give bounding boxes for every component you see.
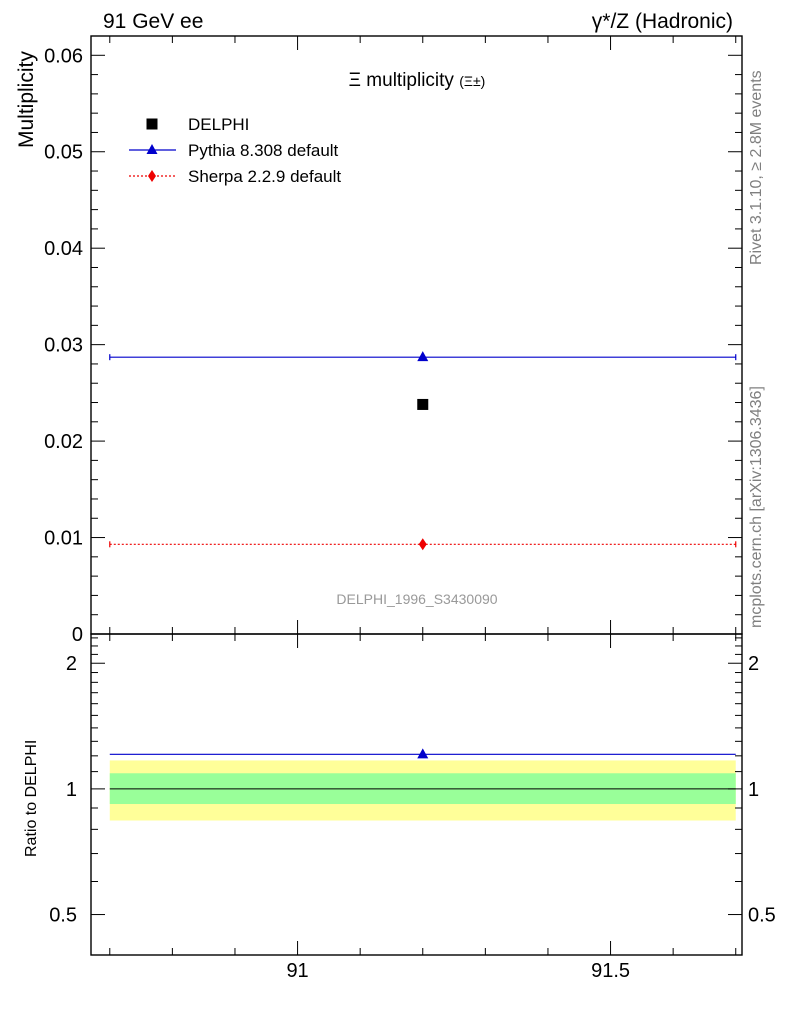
ratio-y-ticks: 0.5 0.5 1 1 2 2	[49, 637, 776, 927]
legend-label: Pythia 8.308 default	[188, 141, 339, 160]
ratio-x-ticks: 91 91.5	[109, 634, 737, 982]
main-y-ticks: 0 0.01 0.02 0.03 0.04 0.05 0.06	[44, 45, 742, 646]
ratio-y-tick-label-right: 1	[748, 779, 759, 801]
ratio-y-tick-label: 0.5	[49, 905, 77, 927]
analysis-watermark: DELPHI_1996_S3430090	[336, 591, 497, 607]
legend-label: DELPHI	[188, 115, 249, 134]
ratio-plot-frame	[90, 633, 743, 956]
ratio-point-triangle	[417, 748, 429, 759]
ratio-y-tick-label: 2	[66, 653, 77, 675]
main-y-tick-label: 0.03	[44, 335, 83, 357]
main-y-axis-label: Multiplicity	[15, 51, 38, 148]
main-y-tick-label: 0.02	[44, 431, 83, 453]
data-point-triangle	[417, 351, 429, 362]
plot-title-sub: (Ξ±)	[459, 73, 485, 89]
mcplots-side-label: mcplots.cern.ch [arXiv:1306.3436]	[748, 386, 765, 628]
legend-marker-triangle	[146, 144, 158, 154]
legend: DELPHI Pythia 8.308 default Sherpa 2.2.9 d…	[129, 115, 341, 186]
legend-label: Sherpa 2.2.9 default	[188, 167, 341, 186]
main-y-tick-label: 0.05	[44, 142, 83, 164]
rivet-side-label: Rivet 3.1.10, ≥ 2.8M events	[748, 70, 765, 265]
plot-title-main: Ξ multiplicity	[349, 70, 460, 91]
ratio-plot-panel: 0.5 0.5 1 1 2 2 91 91.5 Ratio to DELPHI	[23, 633, 776, 982]
ratio-bands	[109, 760, 736, 821]
data-point-diamond	[418, 538, 427, 551]
header-left-label: 91 GeV ee	[103, 10, 203, 33]
header-right-label: γ*/Z (Hadronic)	[592, 10, 733, 33]
ratio-series-group	[109, 748, 736, 759]
main-y-tick-label: 0.06	[44, 45, 83, 67]
ratio-y-tick-label: 1	[66, 779, 77, 801]
ratio-y-tick-label-right: 0.5	[748, 905, 776, 927]
main-x-ticks	[109, 36, 737, 634]
ratio-y-tick-label-right: 2	[748, 653, 759, 675]
legend-marker-square	[146, 118, 158, 130]
ratio-y-axis-label: Ratio to DELPHI	[23, 740, 40, 857]
main-y-tick-label: 0.01	[44, 528, 83, 550]
x-tick-label: 91.5	[591, 960, 630, 982]
legend-marker-diamond	[148, 170, 156, 182]
main-plot-panel: 0 0.01 0.02 0.03 0.04 0.05 0.06 Multiplicity Ξ…	[15, 35, 743, 646]
plot-title: Ξ multiplicity (Ξ±)	[349, 70, 486, 91]
main-series-group	[109, 351, 737, 551]
data-point-square	[417, 398, 429, 410]
main-y-tick-label: 0	[72, 624, 83, 646]
x-tick-label: 91	[286, 960, 308, 982]
main-y-tick-label: 0.04	[44, 238, 83, 260]
